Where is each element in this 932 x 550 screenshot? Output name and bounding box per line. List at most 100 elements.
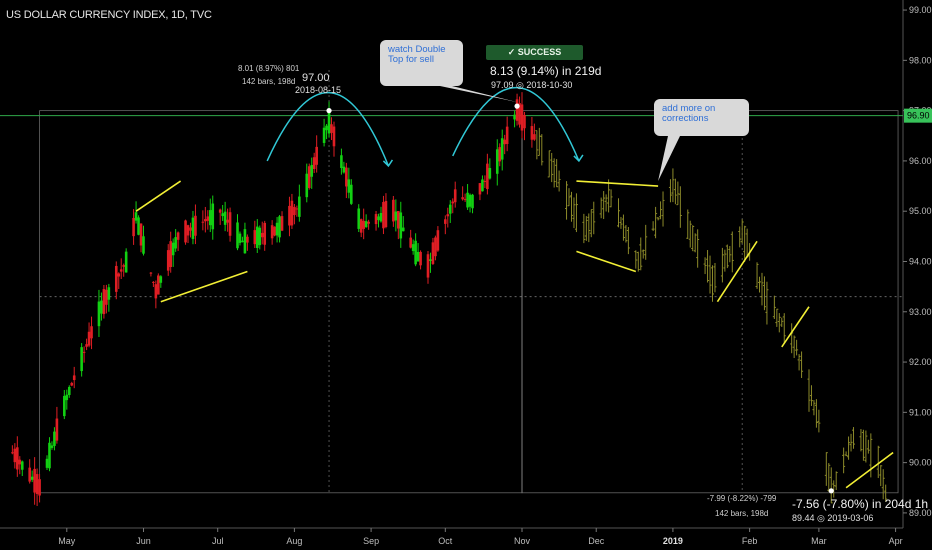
candle-body <box>533 134 536 140</box>
price-tag-box <box>904 108 932 123</box>
trend-annotation-line <box>716 240 758 303</box>
candle-body <box>468 194 472 207</box>
candle-body <box>33 468 36 493</box>
candle-body <box>208 210 212 226</box>
candle-body <box>463 198 467 200</box>
measure-left-line2: 142 bars, 198d <box>242 77 296 86</box>
candle-body <box>30 476 34 480</box>
measure-box-down <box>521 110 899 494</box>
candle-body <box>478 183 482 195</box>
x-tick-label: Mar <box>811 536 827 546</box>
candle-body <box>87 331 91 346</box>
candle-body <box>401 227 405 232</box>
candle-body <box>258 227 262 246</box>
candle-body <box>495 149 499 174</box>
check-icon: ✓ <box>507 47 516 57</box>
candle-body <box>486 163 489 190</box>
measure-bottom-main: -7.56 (-7.80%) in 204d 1h <box>792 497 929 511</box>
price-marker <box>514 103 520 109</box>
candle-body <box>201 221 205 223</box>
candle-body <box>38 479 41 496</box>
x-tick-label: Apr <box>889 536 903 546</box>
measure-box-up <box>39 110 523 494</box>
candle-body <box>72 375 76 381</box>
y-tick-label: 91.00 <box>909 407 932 417</box>
candle-body <box>275 222 279 236</box>
candle-body <box>82 351 86 353</box>
candle-body <box>518 103 521 125</box>
candle-body <box>513 114 516 120</box>
candle-body <box>270 225 274 239</box>
candle-body <box>305 173 309 198</box>
candle-body <box>498 147 502 162</box>
candle-body <box>280 216 284 231</box>
candle-body <box>384 200 388 228</box>
candle-body <box>253 230 257 245</box>
success-label: SUCCESS <box>517 47 562 57</box>
candle-body <box>243 229 247 254</box>
candle-body <box>35 474 39 495</box>
candle-body <box>184 220 187 243</box>
candle-body <box>28 467 31 482</box>
candle-body <box>191 217 195 239</box>
candle-body <box>260 232 264 238</box>
candle-body <box>483 180 487 182</box>
candle-body <box>241 240 244 243</box>
candle-body <box>295 208 299 210</box>
x-tick-label: Jul <box>212 536 224 546</box>
candle-body <box>429 259 432 262</box>
candle-body <box>13 448 17 463</box>
trend-annotation-line <box>160 270 248 303</box>
measure-bottom-left-line1: -7.99 (-8.22%) -799 <box>707 494 777 503</box>
candle-body <box>194 215 197 236</box>
candle-body <box>357 208 361 229</box>
callout-corrections: add more on corrections <box>654 99 749 136</box>
trend-annotation-line <box>845 451 894 489</box>
price-tag-label: 96.90 <box>907 111 930 121</box>
candle-body <box>330 124 333 133</box>
candle-body <box>139 223 143 246</box>
candle-body <box>350 184 353 204</box>
x-tick-label: May <box>58 536 76 546</box>
measure-bottom-left: -7.99 (-8.22%) -799 142 bars, 198d <box>707 494 776 518</box>
x-tick-label: Dec <box>588 536 605 546</box>
candle-body <box>228 212 232 236</box>
candle-body <box>246 236 249 243</box>
candle-body <box>174 237 177 249</box>
candle-body <box>416 251 420 262</box>
candle-body <box>169 241 173 268</box>
y-tick-label: 98.00 <box>909 55 932 65</box>
candle-body <box>520 104 524 131</box>
candle-body <box>20 461 24 470</box>
y-tick-label: 95.00 <box>909 206 932 216</box>
trend-annotation-line <box>781 306 810 348</box>
candle-body <box>90 326 93 339</box>
candle-body <box>446 214 450 217</box>
y-tick-label: 96.00 <box>909 156 932 166</box>
candle-body <box>325 125 328 131</box>
candle-body <box>451 201 455 204</box>
candle-body <box>382 202 385 229</box>
candle-body <box>342 166 346 173</box>
candle-body <box>117 273 121 277</box>
measure-bottom-left-line2: 142 bars, 198d <box>715 509 769 518</box>
candle-body <box>171 242 175 256</box>
candle-body <box>97 301 101 327</box>
candle-body <box>419 251 422 266</box>
callout-pointer <box>440 86 518 103</box>
candle-body <box>238 233 242 243</box>
candle-body <box>392 199 395 222</box>
candle-body <box>379 212 383 222</box>
candle-body <box>152 281 155 283</box>
measure-top-sub: 97.09 ◎ 2018-10-30 <box>491 80 573 90</box>
candle-body <box>18 459 22 465</box>
y-tick-label: 94.00 <box>909 256 932 266</box>
candle-body <box>137 217 140 235</box>
candle-body <box>100 300 103 314</box>
candle-body <box>364 221 368 228</box>
candle-body <box>206 216 210 221</box>
candle-body <box>444 219 447 224</box>
candle-body <box>298 196 301 217</box>
